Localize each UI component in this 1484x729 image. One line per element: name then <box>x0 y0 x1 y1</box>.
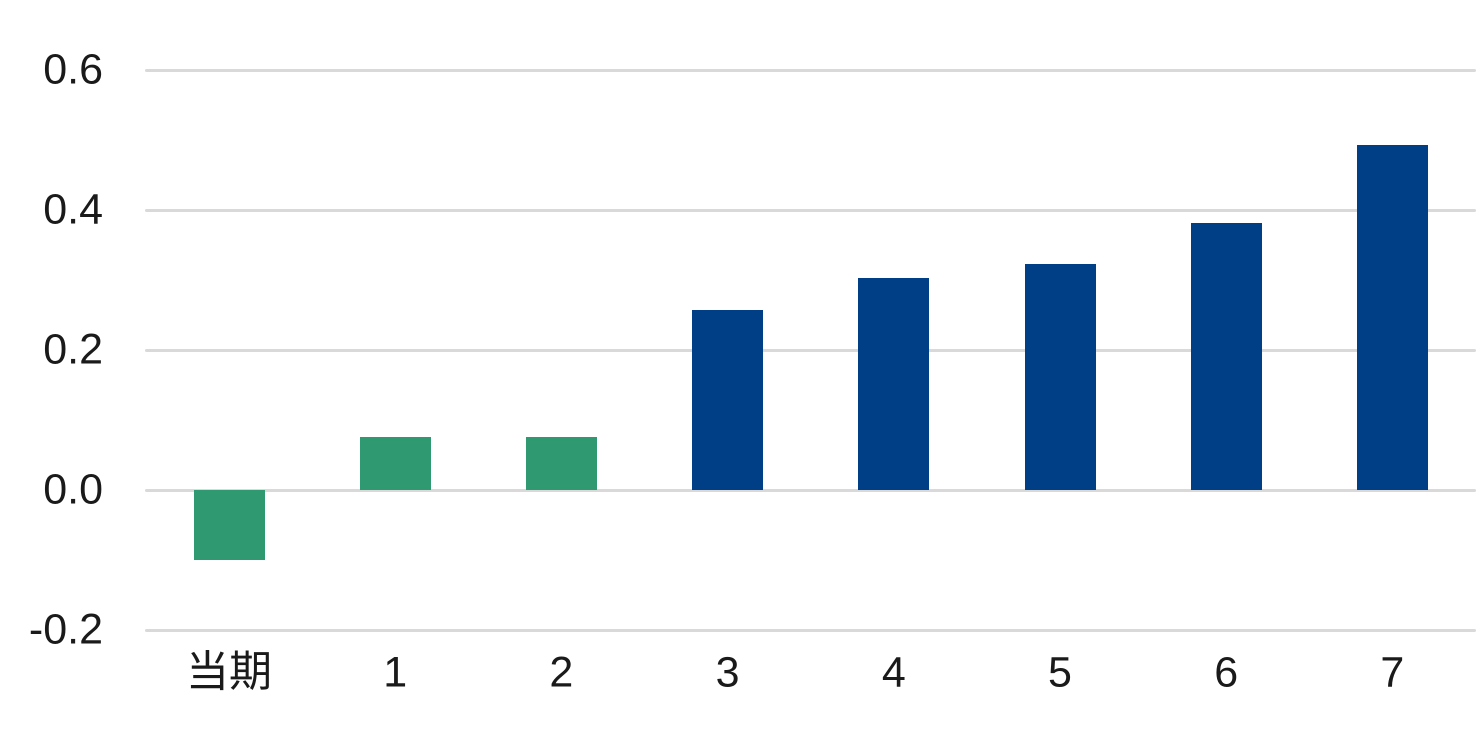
gridline-0.4 <box>145 208 1476 212</box>
bar-6 <box>1190 223 1262 490</box>
x-tick-label-6: 6 <box>1214 648 1239 697</box>
y-tick-label: 0.2 <box>43 325 103 374</box>
x-tick-label-1: 1 <box>383 648 408 697</box>
y-tick-label: 0.0 <box>43 465 103 514</box>
x-tick-label-2: 2 <box>549 648 574 697</box>
y-tick-label: -0.2 <box>28 605 103 654</box>
bar-3 <box>692 310 764 490</box>
gridline-0.0 <box>145 488 1476 492</box>
bar-1 <box>359 436 431 490</box>
bar-5 <box>1024 263 1096 490</box>
x-tick-label-5: 5 <box>1048 648 1072 697</box>
x-tick-label-7: 7 <box>1380 648 1405 697</box>
y-tick-label: 0.4 <box>43 185 103 234</box>
bar-4 <box>858 277 930 490</box>
bar-当期 <box>193 490 265 560</box>
y-tick-label: 0.6 <box>43 45 103 94</box>
x-tick-label-4: 4 <box>881 648 906 697</box>
gridline-0.6 <box>145 68 1476 72</box>
bar-7 <box>1356 144 1428 490</box>
gridline--0.2 <box>145 628 1476 632</box>
x-tick-label-当期: 当期 <box>186 648 272 697</box>
bar-2 <box>525 436 597 490</box>
gridline-0.2 <box>145 348 1476 352</box>
x-tick-label-3: 3 <box>715 648 740 697</box>
